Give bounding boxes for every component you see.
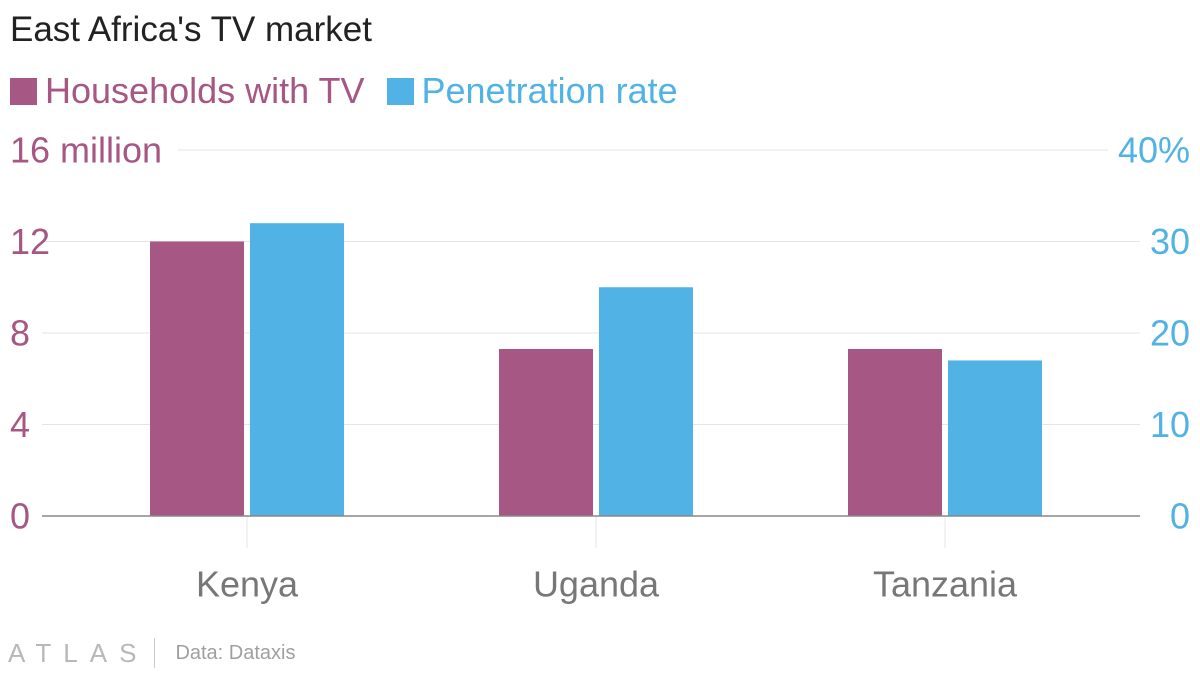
legend-item-households: Households with TV	[10, 70, 365, 112]
right-axis-tick-label: 0	[1170, 496, 1190, 537]
left-axis-tick-label: 16 million	[10, 130, 162, 171]
legend-item-penetration: Penetration rate	[386, 70, 678, 112]
right-axis-tick-label: 20	[1150, 313, 1190, 354]
left-axis-tick-label: 8	[10, 313, 30, 354]
atlas-logo: ATLAS	[8, 637, 149, 668]
footer-divider	[154, 638, 156, 668]
bar-households-kenya	[150, 241, 244, 516]
legend-swatch-households	[10, 77, 37, 105]
bar-penetration-uganda	[599, 287, 693, 516]
legend-label-households: Households with TV	[45, 70, 365, 111]
right-axis-tick-label: 30	[1150, 221, 1190, 262]
bar-penetration-tanzania	[948, 360, 1042, 516]
legend-swatch-penetration	[386, 77, 414, 105]
right-axis-tick-label: 40%	[1118, 130, 1190, 171]
bar-households-uganda	[499, 349, 593, 516]
category-label: Tanzania	[873, 564, 1018, 605]
category-label: Uganda	[533, 564, 660, 605]
category-label: Kenya	[196, 564, 299, 605]
bar-penetration-kenya	[250, 223, 344, 516]
chart-title: East Africa's TV market	[10, 10, 372, 49]
left-axis-tick-label: 0	[10, 496, 30, 537]
legend-label-penetration: Penetration rate	[421, 70, 678, 111]
source-note: Data: Dataxis	[175, 641, 296, 664]
bar-households-tanzania	[848, 349, 942, 516]
left-axis-tick-label: 4	[10, 404, 30, 445]
legend: Households with TV Penetration rate	[10, 70, 700, 112]
footer: ATLAS Data: Dataxis	[8, 635, 296, 671]
right-axis-tick-label: 10	[1150, 404, 1190, 445]
left-axis-tick-label: 12	[10, 221, 50, 262]
